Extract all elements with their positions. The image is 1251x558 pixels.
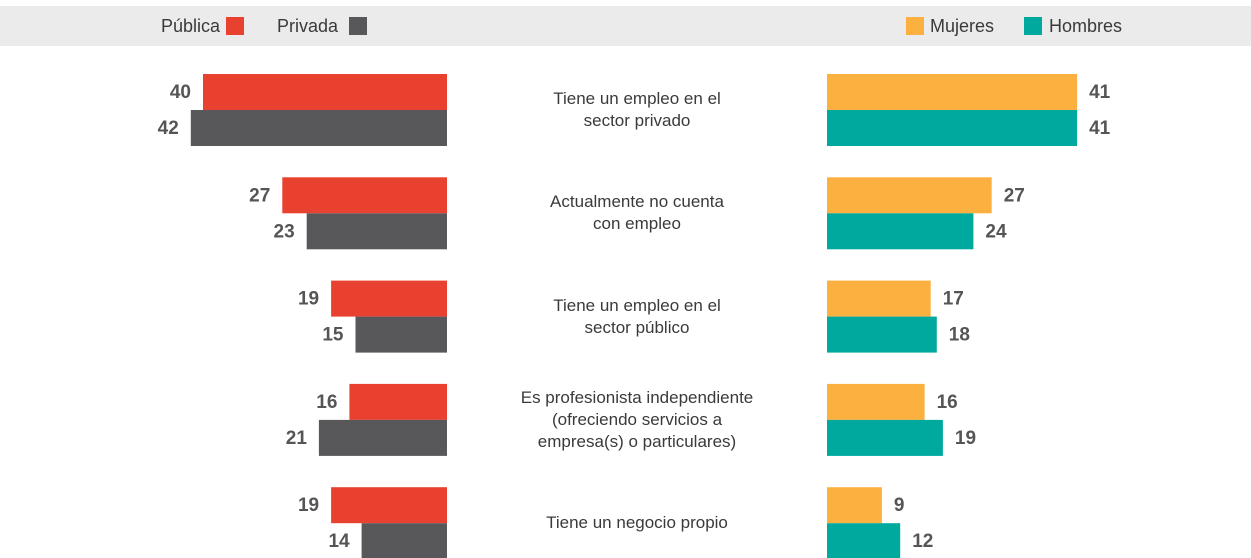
bar: [827, 523, 901, 558]
value-label: 15: [322, 325, 344, 346]
bar: [306, 213, 447, 250]
bar: [827, 177, 992, 214]
value-label: 9: [894, 495, 905, 516]
value-label: 41: [1089, 82, 1111, 103]
category-label: Actualmente no cuenta con empleo: [550, 192, 724, 234]
bar: [190, 110, 448, 146]
legend-band: [0, 6, 1251, 46]
bar: [827, 419, 943, 456]
value-label: 21: [286, 428, 308, 449]
bar: [827, 383, 925, 420]
value-label: 41: [1089, 118, 1111, 139]
legend-swatch: [349, 17, 367, 35]
bar: [203, 74, 447, 110]
value-label: 27: [1004, 185, 1025, 206]
value-label: 12: [912, 531, 933, 552]
category-label: Tiene un negocio propio: [546, 513, 728, 533]
bar: [827, 316, 937, 353]
value-label: 42: [158, 118, 179, 139]
value-label: 14: [328, 531, 350, 552]
legend-label: Hombres: [1049, 16, 1122, 36]
bar: [827, 74, 1078, 110]
bar: [355, 316, 447, 353]
legend-swatch: [226, 17, 244, 35]
category-label: Tiene un empleo en el sector público: [553, 295, 721, 337]
bar: [827, 487, 882, 524]
value-label: 19: [298, 289, 319, 310]
bar: [331, 487, 447, 524]
category-label: Es profesionista independiente (ofrecien…: [520, 387, 754, 451]
legend-swatch: [906, 17, 924, 35]
value-label: 19: [298, 495, 319, 516]
value-label: 23: [274, 221, 295, 242]
value-label: 18: [949, 325, 970, 346]
value-label: 19: [955, 428, 976, 449]
legend-swatch: [1024, 17, 1042, 35]
value-label: 27: [249, 185, 270, 206]
category-label: Tiene un empleo en el sector privado: [553, 89, 721, 130]
value-label: 40: [170, 82, 191, 103]
bar: [827, 213, 974, 250]
legend-label: Pública: [161, 16, 221, 36]
legend-label: Privada: [277, 16, 339, 36]
bar: [349, 383, 447, 420]
bar: [827, 280, 931, 317]
bar: [282, 177, 447, 214]
value-label: 16: [316, 392, 337, 413]
value-label: 16: [937, 392, 958, 413]
bar: [318, 419, 447, 456]
value-label: 17: [943, 289, 964, 310]
legend-label: Mujeres: [930, 16, 994, 36]
bar: [827, 110, 1078, 146]
value-label: 24: [985, 221, 1007, 242]
bar: [331, 280, 447, 317]
bar: [361, 523, 447, 558]
